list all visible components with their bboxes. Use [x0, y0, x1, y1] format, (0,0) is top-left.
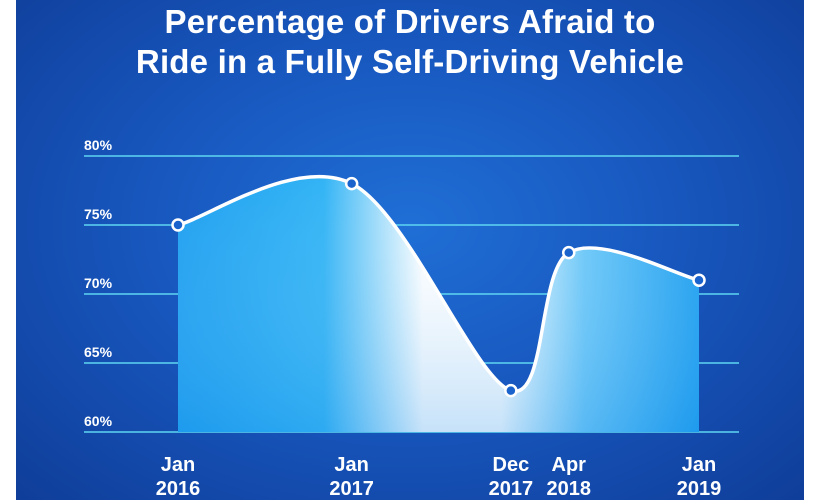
x-tick-label-year: 2019: [677, 478, 722, 500]
x-tick-label-month: Jan: [161, 454, 195, 476]
chart-title-line-2: Ride in a Fully Self-Driving Vehicle: [135, 43, 685, 80]
x-tick-label-year: 2016: [156, 478, 201, 500]
x-tick-label-year: 2017: [489, 478, 534, 500]
x-tick-label-month: Apr: [552, 454, 587, 476]
y-tick-label: 75%: [84, 206, 113, 222]
y-tick-label: 60%: [84, 413, 113, 429]
data-points: [171, 176, 706, 398]
data-point: [504, 383, 518, 398]
data-point: [562, 245, 576, 260]
x-tick-label-month: Jan: [682, 454, 716, 476]
y-tick-label: 80%: [84, 137, 113, 153]
x-tick-label-year: 2017: [329, 478, 374, 500]
x-tick-label-year: 2018: [547, 478, 592, 500]
chart-title: Percentage of Drivers Afraid to Ride in …: [16, 2, 804, 82]
x-tick-label-month: Dec: [493, 454, 530, 476]
area-fill: [178, 176, 699, 432]
series-line: [177, 174, 700, 393]
chart-poster: Percentage of Drivers Afraid to Ride in …: [16, 0, 804, 500]
x-tick-label-month: Jan: [334, 454, 368, 476]
data-point: [692, 273, 706, 287]
line-area-chart: 80%75%70%65%60% Jan2016Jan2017Dec2017Apr…: [84, 137, 739, 500]
y-axis-ticks: 80% 75% 70% 65% 60%: [84, 137, 113, 429]
y-tick-label: 65%: [84, 344, 113, 360]
data-point: [344, 176, 359, 191]
y-tick-label: 70%: [84, 275, 113, 291]
data-point: [171, 218, 185, 232]
area-fill-shade: [178, 176, 699, 432]
series-line-path: [177, 174, 700, 393]
chart-title-line-1: Percentage of Drivers Afraid to: [164, 3, 656, 40]
